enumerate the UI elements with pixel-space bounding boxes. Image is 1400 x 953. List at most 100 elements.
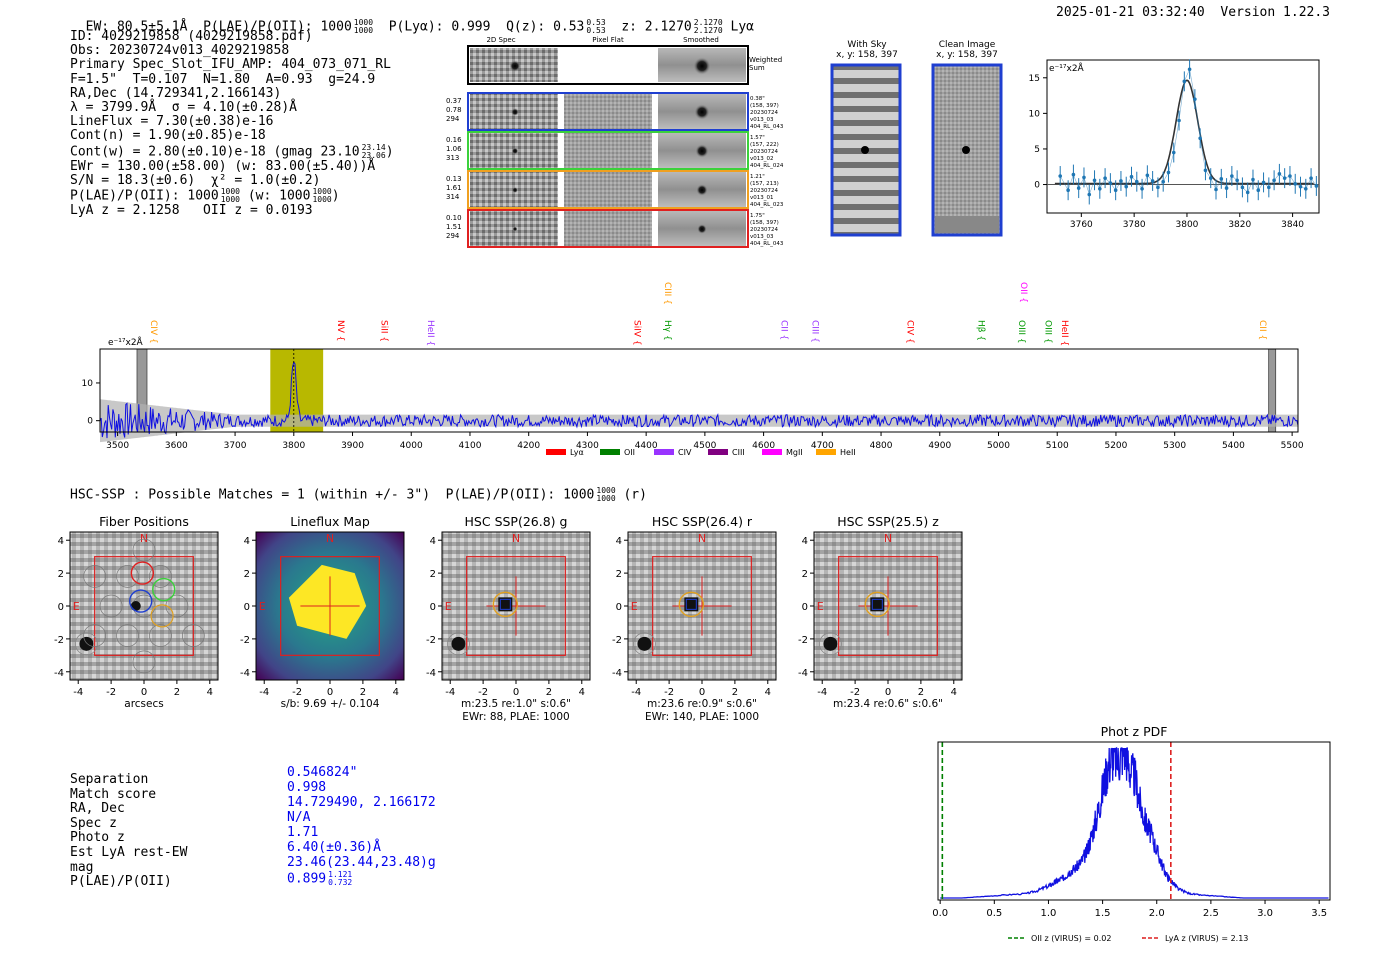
cutout-frame-1 — [467, 131, 749, 170]
cutout-left-2-0: 0.13 — [446, 175, 462, 183]
hsc-ytick-label-1-0: 4 — [244, 536, 250, 547]
hsc-caption2-2: EWr: 88, PLAE: 1000 — [462, 711, 569, 723]
cutout-pixelflat-1 — [564, 133, 652, 168]
full-spectrum: e⁻¹⁷x2Å 3500 3600 3700 3800 3900 4000 4100 4200 4… — [82, 282, 1304, 457]
cutout-right-0-0: 0.38" — [750, 96, 765, 102]
info-obs: Obs: 20230724v013_4029219858 — [70, 43, 290, 59]
with-sky-coord: x, y: 158, 397 — [836, 50, 898, 60]
spec-xtick-label-14: 4900 — [928, 441, 951, 451]
hsc-ytick-label-0-2: 0 — [58, 602, 64, 613]
hsc-bright-star-2 — [451, 636, 466, 651]
header-line: EW: 80.5±5.1Å P(LAE)/P(OII): 1000 1000 100… — [70, 4, 754, 35]
hsc-content: Fiber Positions N E 4 2 0 -2 -4 -4 -2 0 2 4 arcsecs Li… — [54, 514, 963, 723]
hsc-ytick-label-3-3: -2 — [612, 635, 622, 646]
match-key-photoz: Photo z — [70, 830, 125, 846]
fit-data-line — [1059, 68, 1317, 196]
cutout-pixelflat-2 — [564, 172, 652, 207]
match-table: Separation Match score RA, Dec Spec z Ph… — [70, 765, 470, 903]
spec-legend-swatch-2 — [654, 449, 674, 455]
pdf-xtick-label-3: 1.5 — [1095, 908, 1111, 919]
hsc-box-1 — [280, 556, 380, 656]
hsc-fiber-10 — [132, 538, 156, 562]
cutout-frame-0 — [467, 92, 749, 131]
hsc-target-ring-2 — [492, 591, 519, 618]
hsc-fiber-2 — [99, 594, 123, 618]
hsc-ytick-label-3-4: -4 — [612, 668, 622, 679]
hsc-bright-ring-0 — [75, 632, 98, 656]
hsc-caption1-2: m:23.5 re:1.0" s:0.6" — [461, 698, 571, 710]
hsc-target-3 — [684, 597, 699, 612]
cutout-right-3-2: 20230724 — [750, 227, 778, 233]
hsc-bright-star-3 — [637, 636, 652, 651]
spec-xtick-label-0: 3500 — [106, 441, 129, 451]
hsc-ytick-label-2-2: 0 — [430, 602, 436, 613]
hsc-ytick-label-3-1: 2 — [616, 569, 622, 580]
match-val-ew: 6.40(±0.36)Å — [287, 840, 381, 855]
spec-line-label-2: SiII { — [378, 320, 388, 342]
match-val-specz: N/A — [287, 810, 311, 825]
hsc-box-2 — [466, 556, 566, 656]
hsc-target-box-4 — [871, 598, 883, 610]
spec-line-label-6: Hγ { — [662, 320, 672, 341]
cutout-right-0-3: v013_03 — [750, 117, 774, 123]
fit-plot-ylabel: e⁻¹⁷x2Å — [1049, 62, 1085, 74]
spec-xtick-label-15: 5000 — [987, 441, 1010, 451]
cutout-frame-2 — [467, 170, 749, 209]
hsc-xtick-label-0-0: -4 — [73, 687, 83, 698]
cutout-left-2-1: 1.61 — [446, 184, 462, 192]
cutout-right-3-3: v013_03 — [750, 234, 774, 240]
header-qz: Q(z): 0.53 — [506, 19, 585, 35]
hsc-xtick-label-1-0: -4 — [259, 687, 269, 698]
hsc-xtick-label-4-2: 0 — [885, 687, 891, 698]
spec-line-label-7: CII { — [778, 320, 788, 340]
col-title-2dspec: 2D Spec — [486, 36, 515, 44]
cutout-right-2-0: 1.21" — [750, 174, 765, 180]
weighted-sum-row: Weighted Sum — [467, 45, 782, 85]
info-fparams: F=1.5" T=0.107 N=1.80 A=0.93 g=24.9 — [70, 71, 376, 87]
spec-ytick-label-1: 10 — [82, 379, 94, 389]
cutout-right-1-0: 1.57" — [750, 135, 765, 141]
sky-panels: With Sky x, y: 158, 397 Clean Image x, y… — [830, 40, 1003, 237]
hsc-xtick-label-4-4: 4 — [951, 687, 957, 698]
info-lyaz: LyA z = 2.1258 OII z = 0.0193 — [70, 203, 313, 219]
pdf-xtick-label-5: 2.5 — [1203, 908, 1219, 919]
header-z-frac: 2.1270 2.1270 — [693, 18, 723, 35]
cutout-source-2 — [512, 187, 518, 193]
spec-legend-label-5: HeII — [840, 448, 856, 457]
fit-ytick-label-1: 5 — [1034, 145, 1040, 155]
hsc-caption1-4: m:23.4 re:0.6" s:0.6" — [833, 698, 943, 710]
spec-legend-label-3: CIII — [732, 448, 745, 457]
photz-pdf: Phot z PDF 0.0 0.5 1.0 1.5 2.0 2.5 3.0 3.5 OII z … — [932, 724, 1331, 943]
hsc-ytick-label-1-2: 0 — [244, 602, 250, 613]
spec-xtick-label-12: 4700 — [811, 441, 834, 451]
cutout-left-3-2: 294 — [446, 232, 460, 240]
hsc-ytick-label-4-1: 2 — [802, 569, 808, 580]
clean-image-bottom — [935, 216, 999, 233]
spec-line-label-3: HeII { — [425, 320, 435, 346]
spec-error-band — [100, 399, 1298, 443]
with-sky-source — [861, 146, 869, 154]
header-z-line: Lyα — [730, 19, 754, 35]
hsc-xtick-label-4-1: -2 — [850, 687, 860, 698]
info-radec: RA,Dec (14.729341,2.166143) — [70, 85, 282, 101]
spec-xtick-label-6: 4100 — [459, 441, 482, 451]
fit-xtick-label-0: 3760 — [1070, 220, 1093, 230]
pdf-xtick-label-6: 3.0 — [1257, 908, 1273, 919]
cutout-source-3 — [512, 226, 518, 232]
match-key-score: Match score — [70, 786, 157, 802]
cutout-right-1-1: (157, 222) — [750, 142, 779, 148]
pdf-xtick-label-4: 2.0 — [1149, 908, 1165, 919]
hsc-xtick-label-1-3: 2 — [360, 687, 366, 698]
hsc-ytick-label-2-3: -2 — [426, 635, 436, 646]
spec-legend-swatch-3 — [708, 449, 728, 455]
spec-xtick-label-11: 4600 — [752, 441, 775, 451]
cutout-left-1-1: 1.06 — [446, 145, 462, 153]
hsc-fiber-9 — [181, 624, 205, 647]
spec-xtick-label-1: 3600 — [165, 441, 188, 451]
cutout-pixelflat-3 — [564, 211, 652, 246]
match-val-photoz: 1.71 — [287, 825, 319, 840]
hsc-bright-ring-4 — [819, 632, 842, 656]
hsc-e-2: E — [445, 600, 452, 613]
info-lambda: λ = 3799.9Å σ = 4.10(±0.28)Å — [70, 100, 297, 116]
cutout-grid: 2D Spec Pixel Flat Smoothed Weighted Sum… — [446, 36, 784, 248]
